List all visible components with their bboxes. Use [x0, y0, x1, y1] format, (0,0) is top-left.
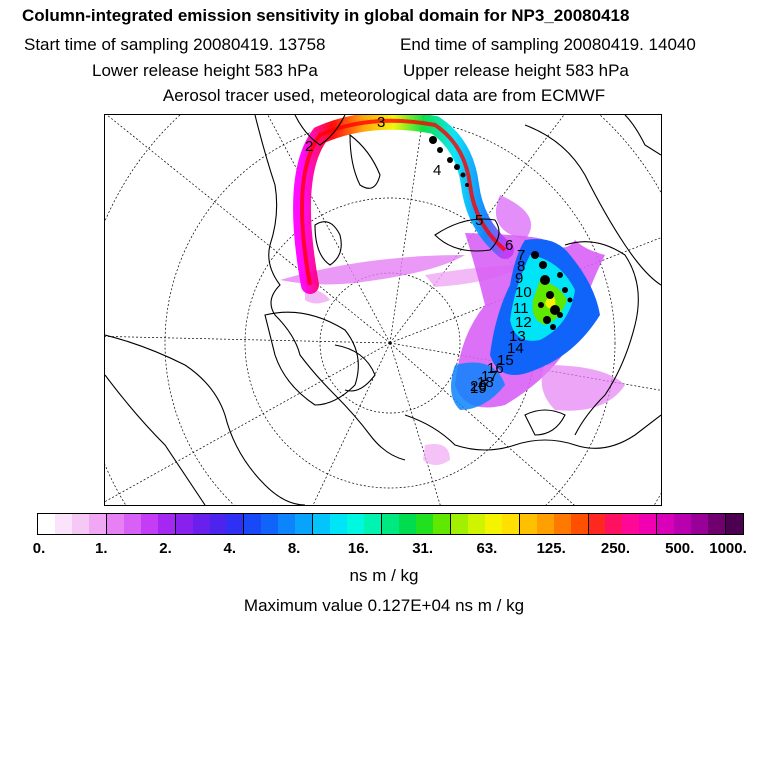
lower-height-text: Lower release height 583 hPa	[92, 61, 318, 80]
start-time-text: Start time of sampling 20080419. 13758	[24, 35, 326, 54]
tracer-text: Aerosol tracer used, meteorological data…	[162, 86, 606, 105]
colorbar-segment	[415, 514, 433, 534]
colorbar-segment	[553, 514, 571, 534]
colorbar-segment	[174, 514, 193, 534]
track-label: 19	[470, 380, 487, 397]
colorbar-tick-label: 63.	[476, 540, 498, 557]
track-label: 14	[507, 340, 524, 357]
maximum-value-text: Maximum value 0.127E+04 ns m / kg	[243, 596, 525, 615]
colorbar-tick-label: 31.	[412, 540, 434, 557]
track-label: 5	[475, 212, 483, 229]
colorbar-segment	[501, 514, 519, 534]
colorbar-segment	[708, 514, 726, 534]
colorbar-segment	[570, 514, 588, 534]
colorbar-segment	[261, 514, 279, 534]
colorbar-segment	[71, 514, 89, 534]
colorbar-tick-label: 250.	[600, 540, 631, 557]
colorbar-segment	[674, 514, 692, 534]
colorbar-segment	[105, 514, 124, 534]
colorbar-segment	[278, 514, 296, 534]
colorbar-segment	[88, 514, 106, 534]
track-label: 3	[377, 115, 385, 131]
colorbar-segment	[347, 514, 365, 534]
colorbar-segment	[467, 514, 485, 534]
colorbar-segment	[518, 514, 537, 534]
colorbar-ticks: 0. 1. 2. 4. 8. 16. 31. 63. 125. 250. 500. 1000.	[0, 540, 768, 560]
colorbar-tick-label: 8.	[287, 540, 301, 557]
track-label: 12	[515, 314, 532, 331]
colorbar-segment	[38, 514, 55, 534]
colorbar-segment	[157, 514, 175, 534]
track-label: 6	[505, 237, 513, 254]
colorbar-segment	[449, 514, 468, 534]
colorbar-segment	[243, 514, 262, 534]
colorbar-tick-label: 4.	[223, 540, 237, 557]
track-label: 10	[515, 284, 532, 301]
sensitivity-field	[280, 195, 625, 465]
polar-map: 2 3 4 5 6 7 8 9 10 11 12 13 14 15 16 17 18 19 20	[104, 114, 662, 506]
colorbar-segment	[381, 514, 400, 534]
track-label: 15	[497, 352, 514, 369]
track-label: 17	[481, 368, 498, 385]
track-label: 18	[477, 374, 494, 391]
colorbar-segment	[54, 514, 72, 534]
colorbar-segment	[656, 514, 675, 534]
track-label: 7	[517, 247, 525, 264]
colorbar-tick-label: 500.	[665, 540, 695, 557]
colorbar-tick-label: 0.	[32, 540, 46, 557]
upper-height-text: Upper release height 583 hPa	[403, 61, 629, 80]
colorbar-segment	[123, 514, 141, 534]
coastlines	[105, 115, 661, 505]
colorbar-segment	[364, 514, 382, 534]
track-label: 16	[487, 360, 504, 377]
colorbar-segment	[295, 514, 313, 534]
colorbar-tick-label: 125.	[536, 540, 566, 557]
track-label: 4	[433, 162, 441, 179]
track-label: 20	[470, 378, 487, 395]
colorbar-segment	[432, 514, 450, 534]
colorbar-tick-label: 16.	[347, 540, 369, 557]
colorbar-tick-label: 2.	[159, 540, 172, 557]
colorbar-segment	[639, 514, 657, 534]
colorbar-segment	[605, 514, 623, 534]
track-label: 8	[517, 258, 525, 275]
colorbar-unit: ns m / kg	[349, 566, 419, 585]
map-title: Column-integrated emission sensitivity i…	[22, 6, 630, 25]
colorbar-segment	[209, 514, 227, 534]
colorbar-segment	[587, 514, 606, 534]
colorbar-segment	[330, 514, 348, 534]
colorbar-segment	[399, 514, 416, 534]
track-label: 11	[513, 300, 529, 317]
colorbar	[37, 513, 744, 535]
track-label: 13	[509, 328, 526, 345]
colorbar-tick-label: 1.	[95, 540, 108, 557]
track-label: 9	[515, 270, 523, 287]
track-label: 2	[305, 138, 313, 155]
release-points	[429, 136, 573, 330]
colorbar-segment	[691, 514, 709, 534]
colorbar-segment	[536, 514, 554, 534]
colorbar-segment	[140, 514, 158, 534]
colorbar-segment	[312, 514, 331, 534]
colorbar-segment	[484, 514, 502, 534]
colorbar-tick-label: 1000.	[709, 540, 747, 557]
colorbar-segment	[622, 514, 640, 534]
colorbar-segment	[226, 514, 244, 534]
end-time-text: End time of sampling 20080419. 14040	[400, 35, 696, 54]
colorbar-segment	[192, 514, 210, 534]
colorbar-segment	[725, 514, 744, 534]
